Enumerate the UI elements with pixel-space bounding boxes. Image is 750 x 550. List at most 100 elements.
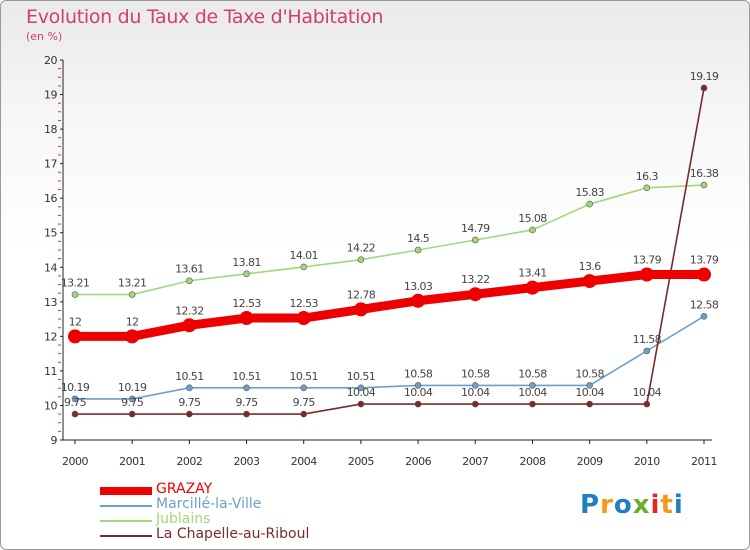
data-label-la-chapelle-au-riboul: 10.04 bbox=[461, 386, 490, 399]
data-point-jublains bbox=[300, 263, 308, 271]
data-point-jublains bbox=[529, 226, 536, 234]
data-label-jublains: 14.22 bbox=[347, 242, 376, 255]
data-point-grazay bbox=[411, 293, 426, 308]
data-point-la-chapelle-au-riboul bbox=[700, 84, 708, 92]
data-point-marcill-la-ville bbox=[414, 382, 422, 389]
data-label-jublains: 13.21 bbox=[118, 277, 147, 290]
data-point-marcill-la-ville bbox=[643, 347, 651, 355]
data-point-marcill-la-ville bbox=[471, 382, 479, 389]
x-tick-label: 2011 bbox=[691, 455, 717, 468]
legend-swatch bbox=[100, 535, 152, 537]
proxiti-logo: Proxiti bbox=[580, 490, 684, 520]
data-label-marcill-la-ville: 10.51 bbox=[175, 370, 204, 383]
y-tick-label: 11 bbox=[44, 365, 57, 378]
data-label-la-chapelle-au-riboul: 10.04 bbox=[633, 386, 662, 399]
line-chart: 9 10 11 12 13 14 15 16 17 18 19 20 2000 2001 2002 2003 2… bbox=[44, 54, 719, 468]
data-label-grazay: 12.53 bbox=[289, 297, 318, 310]
y-tick-label: 19 bbox=[44, 89, 57, 102]
data-label-marcill-la-ville: 12.58 bbox=[690, 298, 719, 311]
data-point-la-chapelle-au-riboul bbox=[71, 410, 79, 418]
data-point-la-chapelle-au-riboul bbox=[357, 400, 365, 408]
data-point-grazay bbox=[582, 274, 597, 289]
data-label-marcill-la-ville: 10.58 bbox=[518, 367, 547, 380]
y-tick-label: 9 bbox=[51, 434, 58, 447]
data-point-grazay bbox=[68, 329, 82, 344]
x-tick-label: 2008 bbox=[519, 455, 545, 468]
data-point-la-chapelle-au-riboul bbox=[643, 400, 651, 408]
data-point-la-chapelle-au-riboul bbox=[243, 410, 250, 418]
data-label-marcill-la-ville: 10.58 bbox=[404, 367, 433, 380]
data-point-la-chapelle-au-riboul bbox=[414, 400, 422, 408]
logo-letter: r bbox=[600, 490, 614, 520]
data-label-marcill-la-ville: 10.19 bbox=[61, 381, 90, 394]
y-tick-label: 14 bbox=[44, 261, 57, 274]
y-tick-label: 13 bbox=[44, 296, 57, 309]
data-label-jublains: 13.21 bbox=[61, 277, 90, 290]
chart-title: Evolution du Taux de Taxe d'Habitation bbox=[26, 6, 384, 28]
data-label-la-chapelle-au-riboul: 9.75 bbox=[121, 396, 144, 409]
legend-label: Marcillé-la-Ville bbox=[156, 496, 262, 512]
data-point-la-chapelle-au-riboul bbox=[128, 410, 136, 418]
legend-label: Jublains bbox=[156, 511, 211, 527]
data-label-grazay: 13.03 bbox=[404, 280, 433, 293]
data-point-jublains bbox=[643, 184, 651, 192]
data-label-grazay: 12.32 bbox=[175, 304, 204, 317]
data-point-la-chapelle-au-riboul bbox=[529, 400, 536, 408]
legend-swatch bbox=[100, 520, 152, 522]
logo-letter: i bbox=[673, 490, 684, 520]
data-point-grazay bbox=[468, 287, 483, 302]
data-label-jublains: 15.83 bbox=[575, 186, 604, 199]
series-line-grazay bbox=[70, 270, 709, 341]
data-label-la-chapelle-au-riboul: 10.04 bbox=[347, 386, 376, 399]
data-point-la-chapelle-au-riboul bbox=[471, 400, 479, 408]
logo-letter: P bbox=[580, 490, 601, 520]
y-tick-label: 12 bbox=[44, 330, 57, 343]
data-point-la-chapelle-au-riboul bbox=[186, 410, 193, 418]
data-label-la-chapelle-au-riboul: 9.75 bbox=[293, 396, 316, 409]
data-label-la-chapelle-au-riboul: 9.75 bbox=[64, 396, 87, 409]
x-tick-label: 2003 bbox=[234, 455, 260, 468]
data-point-marcill-la-ville bbox=[357, 384, 365, 392]
data-point-grazay bbox=[296, 311, 311, 326]
data-label-jublains: 15.08 bbox=[518, 212, 547, 225]
data-label-jublains: 16.38 bbox=[690, 167, 719, 180]
data-point-jublains bbox=[357, 256, 365, 263]
data-point-jublains bbox=[414, 246, 422, 254]
legend-label: La Chapelle-au-Riboul bbox=[156, 526, 310, 542]
logo-letter: t bbox=[660, 490, 674, 520]
data-label-la-chapelle-au-riboul: 10.04 bbox=[518, 386, 547, 399]
data-label-grazay: 13.79 bbox=[690, 254, 719, 267]
x-tick-label: 2002 bbox=[176, 455, 202, 468]
data-label-marcill-la-ville: 11.58 bbox=[633, 333, 662, 346]
y-tick-label: 15 bbox=[44, 227, 57, 240]
data-label-grazay: 13.79 bbox=[633, 254, 662, 267]
y-tick-label: 10 bbox=[44, 399, 57, 412]
legend-label: GRAZAY bbox=[156, 481, 213, 497]
data-label-jublains: 14.79 bbox=[461, 222, 490, 235]
data-point-jublains bbox=[128, 291, 136, 298]
data-label-grazay: 12.78 bbox=[347, 288, 376, 301]
data-point-grazay bbox=[239, 311, 254, 326]
data-point-jublains bbox=[700, 181, 708, 189]
data-point-marcill-la-ville bbox=[700, 313, 708, 320]
y-tick-label: 16 bbox=[44, 192, 57, 205]
x-tick-label: 2010 bbox=[634, 455, 660, 468]
data-label-grazay: 13.6 bbox=[579, 260, 602, 273]
data-label-grazay: 12.53 bbox=[232, 297, 261, 310]
data-label-grazay: 12 bbox=[69, 315, 82, 328]
data-point-grazay bbox=[125, 329, 140, 344]
x-tick-label: 2005 bbox=[348, 455, 374, 468]
legend-swatch bbox=[100, 487, 152, 495]
data-point-la-chapelle-au-riboul bbox=[586, 400, 593, 408]
data-point-marcill-la-ville bbox=[243, 384, 250, 392]
data-point-jublains bbox=[586, 200, 593, 208]
data-point-marcill-la-ville bbox=[128, 395, 136, 403]
series-line-marcill-la-ville bbox=[74, 315, 705, 400]
data-point-la-chapelle-au-riboul bbox=[300, 410, 308, 418]
logo-letter: x bbox=[632, 490, 651, 520]
x-tick-label: 2007 bbox=[462, 455, 488, 468]
data-label-jublains: 14.01 bbox=[289, 249, 318, 262]
data-label-jublains: 16.3 bbox=[636, 170, 659, 183]
series-line-la-chapelle-au-riboul bbox=[74, 87, 705, 415]
data-point-marcill-la-ville bbox=[186, 384, 193, 392]
